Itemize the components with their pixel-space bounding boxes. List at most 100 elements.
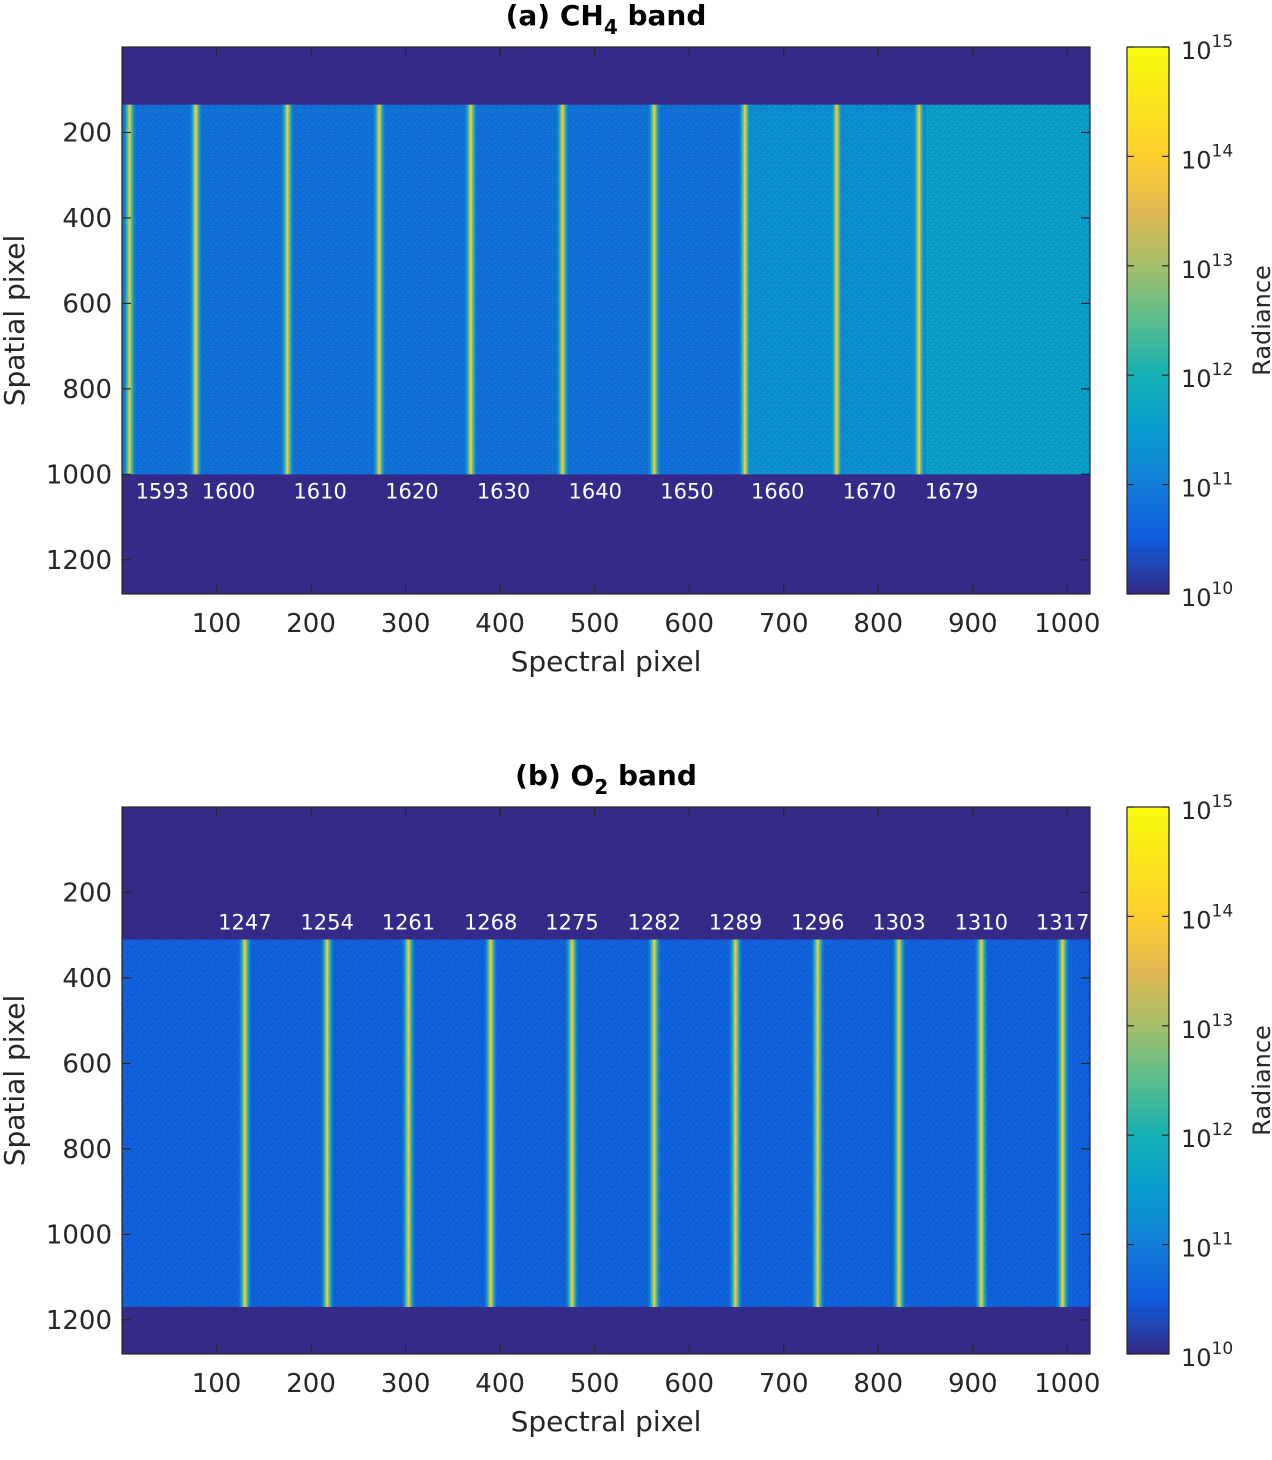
y-tick-label: 200 [62,878,112,908]
x-tick-label: 700 [759,1369,809,1399]
line-wavelength-label: 1610 [293,479,346,503]
emission-line-1296 [810,939,825,1307]
y-tick-label: 1200 [46,546,112,576]
colorbar-tick-label: 1010 [1181,1339,1233,1372]
emission-line-1593 [122,104,137,475]
x-tick-label: 500 [570,1369,620,1399]
x-tick-label: 600 [664,609,714,639]
emission-line-1679 [911,104,926,475]
line-wavelength-label: 1679 [925,479,978,503]
x-tick-label: 500 [570,609,620,639]
plot-frame [121,806,1091,1355]
y-tick-label: 600 [62,1049,112,1079]
emission-line-1600 [188,104,203,475]
emission-line-1640 [555,104,570,475]
emission-line-1247 [237,939,252,1307]
line-wavelength-label: 1261 [382,910,435,934]
x-tick-label: 100 [192,1369,242,1399]
x-tick-label: 100 [192,609,242,639]
x-tick-label: 900 [948,609,998,639]
emission-line-1275 [564,939,579,1307]
x-tick-label: 200 [286,1369,336,1399]
emission-line-1289 [728,939,743,1307]
plot-frame [121,46,1091,595]
x-tick-label: 1000 [1034,1369,1100,1399]
line-wavelength-label: 1650 [660,479,713,503]
panel-ch4-band: 1593 1600 1610 1620 1630 1640 1650 1660 1670 1679… [0,0,1272,700]
emission-line-1670 [829,104,844,475]
line-wavelength-label: 1247 [218,910,271,934]
y-tick-label: 400 [62,204,112,234]
line-wavelength-label: 1310 [955,910,1008,934]
y-tick-label: 800 [62,1135,112,1165]
emission-line-1650 [647,104,662,475]
y-tick-label: 600 [62,289,112,319]
line-wavelength-label: 1289 [709,910,762,934]
emission-line-1630 [463,104,478,475]
y-axis-label: Spatial pixel [0,235,31,407]
line-wavelength-label: 1296 [791,910,844,934]
emission-line-1660 [737,104,752,475]
line-wavelength-label: 1254 [300,910,353,934]
y-tick-label: 1000 [46,460,112,490]
emission-line-1317 [1055,939,1070,1307]
colorbar-tick-label: 1011 [1181,1230,1233,1263]
panel-o2-band: 1247 1254 1261 1268 1275 1282 1289 1296 1303 1310… [0,760,1272,1460]
line-wavelength-label: 1630 [477,479,530,503]
line-wavelength-label: 1282 [627,910,680,934]
emission-line-1261 [401,939,416,1307]
y-axis-label: Spatial pixel [0,995,31,1167]
colorbar-tick-label: 1012 [1181,1120,1233,1153]
colorbar-tick-label: 1011 [1181,470,1233,503]
x-tick-label: 900 [948,1369,998,1399]
chart-title: (a) CH4 band [506,0,707,39]
colorbar [1126,46,1170,595]
x-tick-label: 700 [759,609,809,639]
x-tick-label: 1000 [1034,609,1100,639]
x-axis-label: Spectral pixel [511,1405,702,1438]
line-wavelength-label: 1275 [545,910,598,934]
line-wavelength-label: 1268 [464,910,517,934]
line-wavelength-label: 1640 [569,479,622,503]
emission-line-1254 [320,939,335,1307]
x-tick-label: 300 [381,1369,431,1399]
x-tick-label: 400 [475,1369,525,1399]
colorbar-tick-label: 1015 [1181,792,1233,825]
line-wavelength-label: 1303 [872,910,925,934]
y-tick-label: 1000 [46,1220,112,1250]
colorbar-tick-label: 1013 [1181,251,1233,284]
y-tick-label: 400 [62,964,112,994]
colorbar-label: Radiance [1248,1025,1272,1136]
line-wavelength-label: 1593 [136,479,189,503]
x-tick-label: 600 [664,1369,714,1399]
line-wavelength-label: 1600 [202,479,255,503]
x-tick-label: 800 [853,1369,903,1399]
ch4-band-heatmap: 1593 1600 1610 1620 1630 1640 1650 1660 1670 1679… [0,0,1272,678]
colorbar-tick-label: 1014 [1181,901,1233,934]
line-wavelength-label: 1317 [1036,910,1089,934]
emission-line-1303 [892,939,907,1307]
line-wavelength-label: 1670 [843,479,896,503]
x-axis-label: Spectral pixel [511,645,702,678]
y-tick-label: 1200 [46,1306,112,1336]
x-tick-label: 400 [475,609,525,639]
colorbar-tick-label: 1014 [1181,141,1233,174]
line-wavelength-label: 1660 [751,479,804,503]
y-tick-label: 200 [62,118,112,148]
x-tick-label: 300 [381,609,431,639]
colorbar-label: Radiance [1248,265,1272,376]
emission-line-1268 [483,939,498,1307]
x-tick-label: 800 [853,609,903,639]
emission-line-1310 [974,939,989,1307]
colorbar [1126,806,1170,1355]
emission-line-1282 [647,939,662,1307]
colorbar-tick-label: 1013 [1181,1011,1233,1044]
y-tick-label: 800 [62,375,112,405]
emission-line-1610 [280,104,295,475]
emission-line-1620 [372,104,387,475]
colorbar-tick-label: 1012 [1181,360,1233,393]
chart-title: (b) O2 band [515,760,697,799]
line-wavelength-label: 1620 [385,479,438,503]
x-tick-label: 200 [286,609,336,639]
o2-band-heatmap: 1247 1254 1261 1268 1275 1282 1289 1296 1303 1310… [0,760,1272,1438]
